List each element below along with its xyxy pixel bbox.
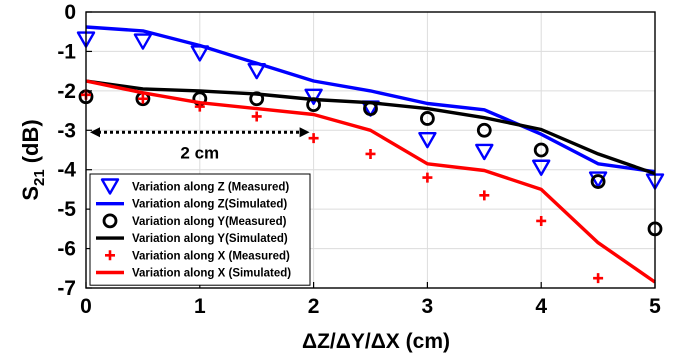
y-tick-label: -5 [57,198,76,221]
data-point [365,148,376,159]
legend-label: Variation along Z (Measured) [132,182,289,194]
annotation-arrowhead-right [299,127,310,138]
svg-text:S21(dB): S21 (dB) [18,119,48,200]
x-tick-label: 0 [80,295,92,318]
y-tick-label: -6 [57,238,76,261]
data-point [590,174,606,189]
y-tick-label: -1 [57,40,76,63]
plot-frame [85,11,656,289]
x-tick-label: 1 [194,295,206,318]
legend-entry: Variation along Y(Simulated) [96,233,288,245]
series-3 [85,79,656,176]
legend-entry: Variation along Z (Measured) [100,178,289,195]
series-line [85,79,656,176]
series-line [85,79,656,284]
y-axis-label: S [18,186,43,201]
legend-label: Variation along X (Measured) [132,250,290,262]
data-point [533,142,549,158]
data-point [532,159,551,176]
data-point [593,273,604,284]
legend-marker-swatch [105,250,115,261]
legend-label: Variation along X (Simulated) [132,268,291,280]
y-tick-label: -4 [57,159,76,182]
data-point [588,171,608,188]
y-tick-label: -2 [57,80,76,103]
x-tick-label: 4 [535,295,547,318]
data-point [476,122,492,138]
legend-label: Variation along Y(Measured) [132,216,287,228]
data-point [536,215,547,226]
legend-entry: Variation along X (Simulated) [96,268,291,280]
legend-marker-swatch [100,178,120,195]
data-point [137,93,148,104]
series-5 [85,79,656,284]
series-1 [85,25,656,174]
series-line [85,25,656,174]
legend-marker-swatch [102,213,118,229]
y-tick-label: -3 [57,119,76,142]
legend-label: Variation along Z(Simulated) [132,199,287,211]
annotation-label: 2 cm [180,143,219,162]
x-tick-label: 5 [649,295,661,318]
x-axis-label: ΔZ/ΔY/ΔX (cm) [302,330,450,353]
annotation-arrowhead-left [90,127,100,138]
y-axis-label-unit: (dB) [18,119,43,163]
x-tick-label: 2 [308,295,320,318]
data-point [418,131,437,149]
data-point [479,190,490,201]
legend-box [89,173,311,286]
x-tick-label: 3 [422,295,434,318]
y-axis-label-subscript: 21 [31,169,48,186]
legend-entry: Variation along Y(Measured) [102,213,287,229]
y-tick-label: 0 [64,1,76,24]
data-point [422,172,433,183]
data-point [419,111,435,126]
data-point [251,111,262,122]
legend-entry: Variation along X (Measured) [105,250,290,262]
legend-entry: Variation along Z(Simulated) [96,199,287,211]
y-tick-label: -7 [57,277,76,300]
data-point [133,33,153,50]
data-point [475,143,494,161]
legend-label: Variation along Y(Simulated) [132,233,288,245]
data-point [308,133,319,144]
data-point [304,88,323,105]
